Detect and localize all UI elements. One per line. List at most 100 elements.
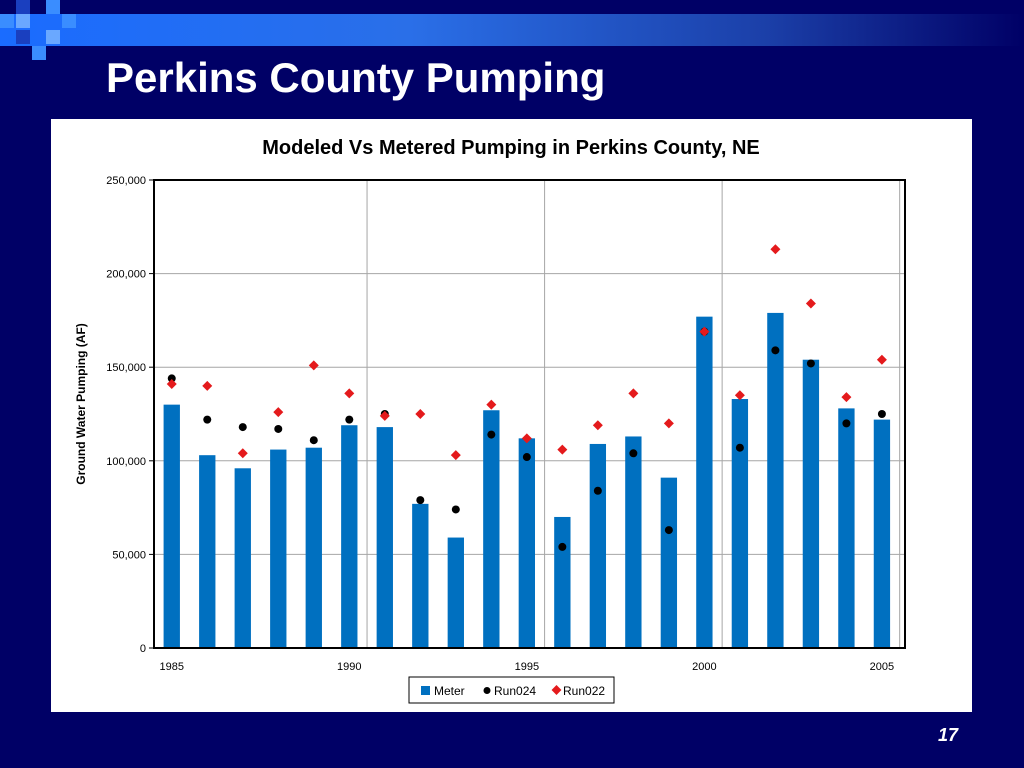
point-run024 xyxy=(416,496,425,505)
point-run024 xyxy=(203,415,212,424)
y-axis-label: Ground Water Pumping (AF) xyxy=(74,323,88,485)
point-run022 xyxy=(450,450,461,461)
decor-square xyxy=(16,30,30,44)
legend-swatch-run024 xyxy=(483,687,491,694)
bar-meter xyxy=(447,537,464,648)
y-axis-ticks: 0 50,000 100,000 150,000 200,000 250,000 xyxy=(106,175,154,655)
point-run022 xyxy=(166,379,177,390)
legend-swatch-run022 xyxy=(551,685,562,695)
chart-title: Modeled Vs Metered Pumping in Perkins Co… xyxy=(262,137,759,159)
decor-square xyxy=(0,14,14,28)
bar-meter xyxy=(660,477,678,648)
bar-meter xyxy=(696,316,713,648)
y-tick-label: 100,000 xyxy=(106,456,146,468)
x-tick-label: 1990 xyxy=(337,661,361,673)
point-run024 xyxy=(877,410,886,418)
point-run022 xyxy=(237,448,248,459)
point-run024 xyxy=(664,526,673,535)
bar-meter xyxy=(838,408,855,648)
decor-square xyxy=(16,14,30,28)
point-run024 xyxy=(558,542,567,551)
point-run022 xyxy=(841,392,852,403)
bar-meter xyxy=(199,455,216,648)
bar-meter xyxy=(731,399,749,648)
decor-square xyxy=(16,0,30,14)
decor-square xyxy=(32,46,46,60)
point-run022 xyxy=(699,326,710,337)
point-run022 xyxy=(379,410,390,421)
x-tick-label: 1985 xyxy=(160,661,184,673)
point-run022 xyxy=(521,433,532,444)
run022-markers xyxy=(166,244,887,461)
bar-meter xyxy=(625,436,642,648)
point-run022 xyxy=(202,380,213,391)
point-run022 xyxy=(663,418,674,429)
point-run024 xyxy=(771,346,780,355)
point-run022 xyxy=(415,409,426,419)
plot-frame xyxy=(153,179,906,649)
slide-title: Perkins County Pumping xyxy=(106,54,606,101)
legend-label-run022: Run022 xyxy=(563,684,605,698)
point-run022 xyxy=(344,388,355,399)
decor-square xyxy=(62,14,76,28)
bar-meter xyxy=(341,425,358,648)
point-run022 xyxy=(734,390,745,401)
point-run024 xyxy=(593,486,602,495)
decor-square xyxy=(46,30,60,44)
point-run024 xyxy=(842,419,851,428)
chart-svg: Modeled Vs Metered Pumping in Perkins Co… xyxy=(74,137,906,704)
point-run022 xyxy=(628,388,639,399)
point-run022 xyxy=(805,298,816,309)
y-tick-label: 150,000 xyxy=(106,362,146,374)
point-run024 xyxy=(451,505,460,514)
bar-meter xyxy=(802,359,820,648)
point-run024 xyxy=(345,415,354,424)
point-run024 xyxy=(274,424,283,433)
x-tick-label: 2005 xyxy=(870,661,894,673)
point-run024 xyxy=(806,359,815,368)
page-number: 17 xyxy=(938,725,959,745)
x-axis-ticks: 1985 1990 1995 2000 2005 xyxy=(160,661,895,673)
point-run022 xyxy=(308,360,319,371)
bar-meter xyxy=(234,468,251,648)
y-tick-label: 250,000 xyxy=(106,175,146,187)
point-run024 xyxy=(167,374,176,383)
legend-box xyxy=(408,676,615,704)
y-tick-label: 0 xyxy=(140,643,146,655)
y-tick-label: 50,000 xyxy=(112,549,146,561)
bar-meter xyxy=(767,312,784,648)
point-run024 xyxy=(238,423,247,432)
point-run024 xyxy=(522,453,531,462)
point-run022 xyxy=(486,399,497,410)
legend-label-run024: Run024 xyxy=(494,684,536,698)
bar-meter xyxy=(518,438,536,648)
point-run024 xyxy=(629,449,638,458)
bar-meter xyxy=(163,404,180,648)
header-banner xyxy=(0,14,1024,46)
bar-meter xyxy=(483,410,500,648)
run024-markers xyxy=(167,327,886,551)
meter-bars xyxy=(163,312,891,648)
x-tick-label: 2000 xyxy=(692,661,716,673)
legend: Meter Run024 Run022 xyxy=(408,676,615,704)
legend-swatch-meter xyxy=(421,686,430,695)
bar-meter xyxy=(305,447,322,648)
point-run022 xyxy=(592,420,603,431)
bar-meter xyxy=(270,449,287,648)
point-run024 xyxy=(487,430,496,439)
point-run022 xyxy=(770,244,781,255)
point-run024 xyxy=(309,436,318,445)
chart-panel: Modeled Vs Metered Pumping in Perkins Co… xyxy=(51,119,972,712)
point-run022 xyxy=(557,444,568,455)
x-tick-label: 1995 xyxy=(515,661,539,673)
point-run024 xyxy=(735,443,744,452)
bar-meter xyxy=(589,443,607,648)
y-tick-label: 200,000 xyxy=(106,269,146,281)
point-run022 xyxy=(876,354,887,365)
bar-meter xyxy=(873,419,891,648)
bar-meter xyxy=(376,427,393,648)
bar-meter xyxy=(412,503,429,648)
legend-label-meter: Meter xyxy=(434,684,465,698)
bar-meter xyxy=(554,516,571,648)
point-run022 xyxy=(273,407,284,418)
